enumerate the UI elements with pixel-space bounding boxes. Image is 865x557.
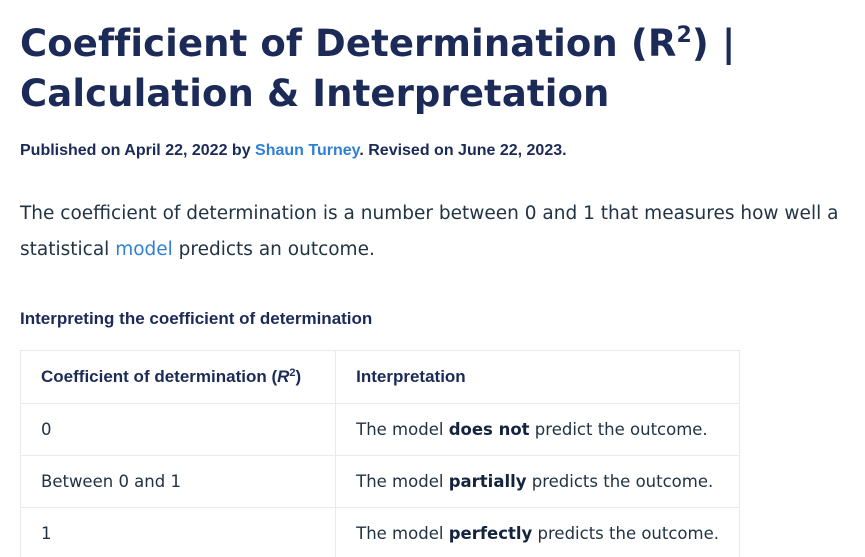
- title-text-1-end: ) |: [691, 22, 736, 65]
- table-caption: Interpreting the coefficient of determin…: [20, 309, 373, 328]
- title-line-2: Calculation & Interpretation: [20, 72, 610, 115]
- row-text-post: predict the outcome.: [529, 420, 708, 439]
- byline: Published on April 22, 2022 by Shaun Tur…: [20, 141, 567, 161]
- intro-line-2: statistical model predicts an outcome.: [20, 232, 860, 268]
- intro-line-2-end: predicts an outcome.: [172, 239, 375, 260]
- row-text-pre: The model: [356, 420, 449, 439]
- table-row: Between 0 and 1 The model partially pred…: [19, 455, 740, 508]
- header-coefficient: Coefficient of determination (R2): [19, 350, 337, 404]
- row-text-bold: does not: [448, 420, 530, 439]
- intro-line-2-start: statistical: [20, 239, 116, 260]
- model-link[interactable]: model: [115, 239, 173, 260]
- row-interpretation: The model does not predict the outcome.: [335, 403, 740, 456]
- header-interpretation: Interpretation: [335, 350, 740, 404]
- row-interpretation: The model perfectly predicts the outcome…: [335, 507, 740, 557]
- page-title: Coefficient of Determination (R2) | Calc…: [20, 19, 850, 119]
- header-r-symbol: R: [277, 367, 290, 386]
- interpretation-table: Coefficient of determination (R2) Interp…: [19, 350, 740, 557]
- row-value: Between 0 and 1: [19, 455, 337, 508]
- revised-date: . Revised on June 22, 2023.: [359, 142, 567, 159]
- row-value: 1: [19, 507, 337, 557]
- title-superscript: 2: [676, 23, 692, 48]
- row-text-bold: partially: [448, 472, 527, 491]
- header-coefficient-text: Coefficient of determination (: [41, 367, 278, 386]
- author-link[interactable]: Shaun Turney: [255, 142, 360, 159]
- row-interpretation: The model partially predicts the outcome…: [335, 455, 740, 508]
- table-row: 0 The model does not predict the outcome…: [19, 403, 740, 456]
- row-text-pre: The model: [356, 472, 449, 491]
- row-text-post: predicts the outcome.: [526, 472, 714, 491]
- intro-paragraph: The coefficient of determination is a nu…: [20, 196, 860, 268]
- table-row: 1 The model perfectly predicts the outco…: [19, 507, 740, 557]
- row-text-post: predicts the outcome.: [532, 524, 719, 543]
- title-text-1: Coefficient of Determination (R: [20, 22, 677, 65]
- table-header-row: Coefficient of determination (R2) Interp…: [19, 350, 740, 404]
- header-coefficient-end: ): [295, 367, 302, 386]
- header-superscript: 2: [289, 367, 296, 379]
- intro-line-1: The coefficient of determination is a nu…: [20, 203, 839, 224]
- row-text-bold: perfectly: [448, 524, 533, 543]
- title-line-1: Coefficient of Determination (R2) |: [20, 19, 850, 69]
- row-value: 0: [19, 403, 337, 456]
- published-date: Published on April 22, 2022 by: [20, 142, 256, 159]
- row-text-pre: The model: [356, 524, 449, 543]
